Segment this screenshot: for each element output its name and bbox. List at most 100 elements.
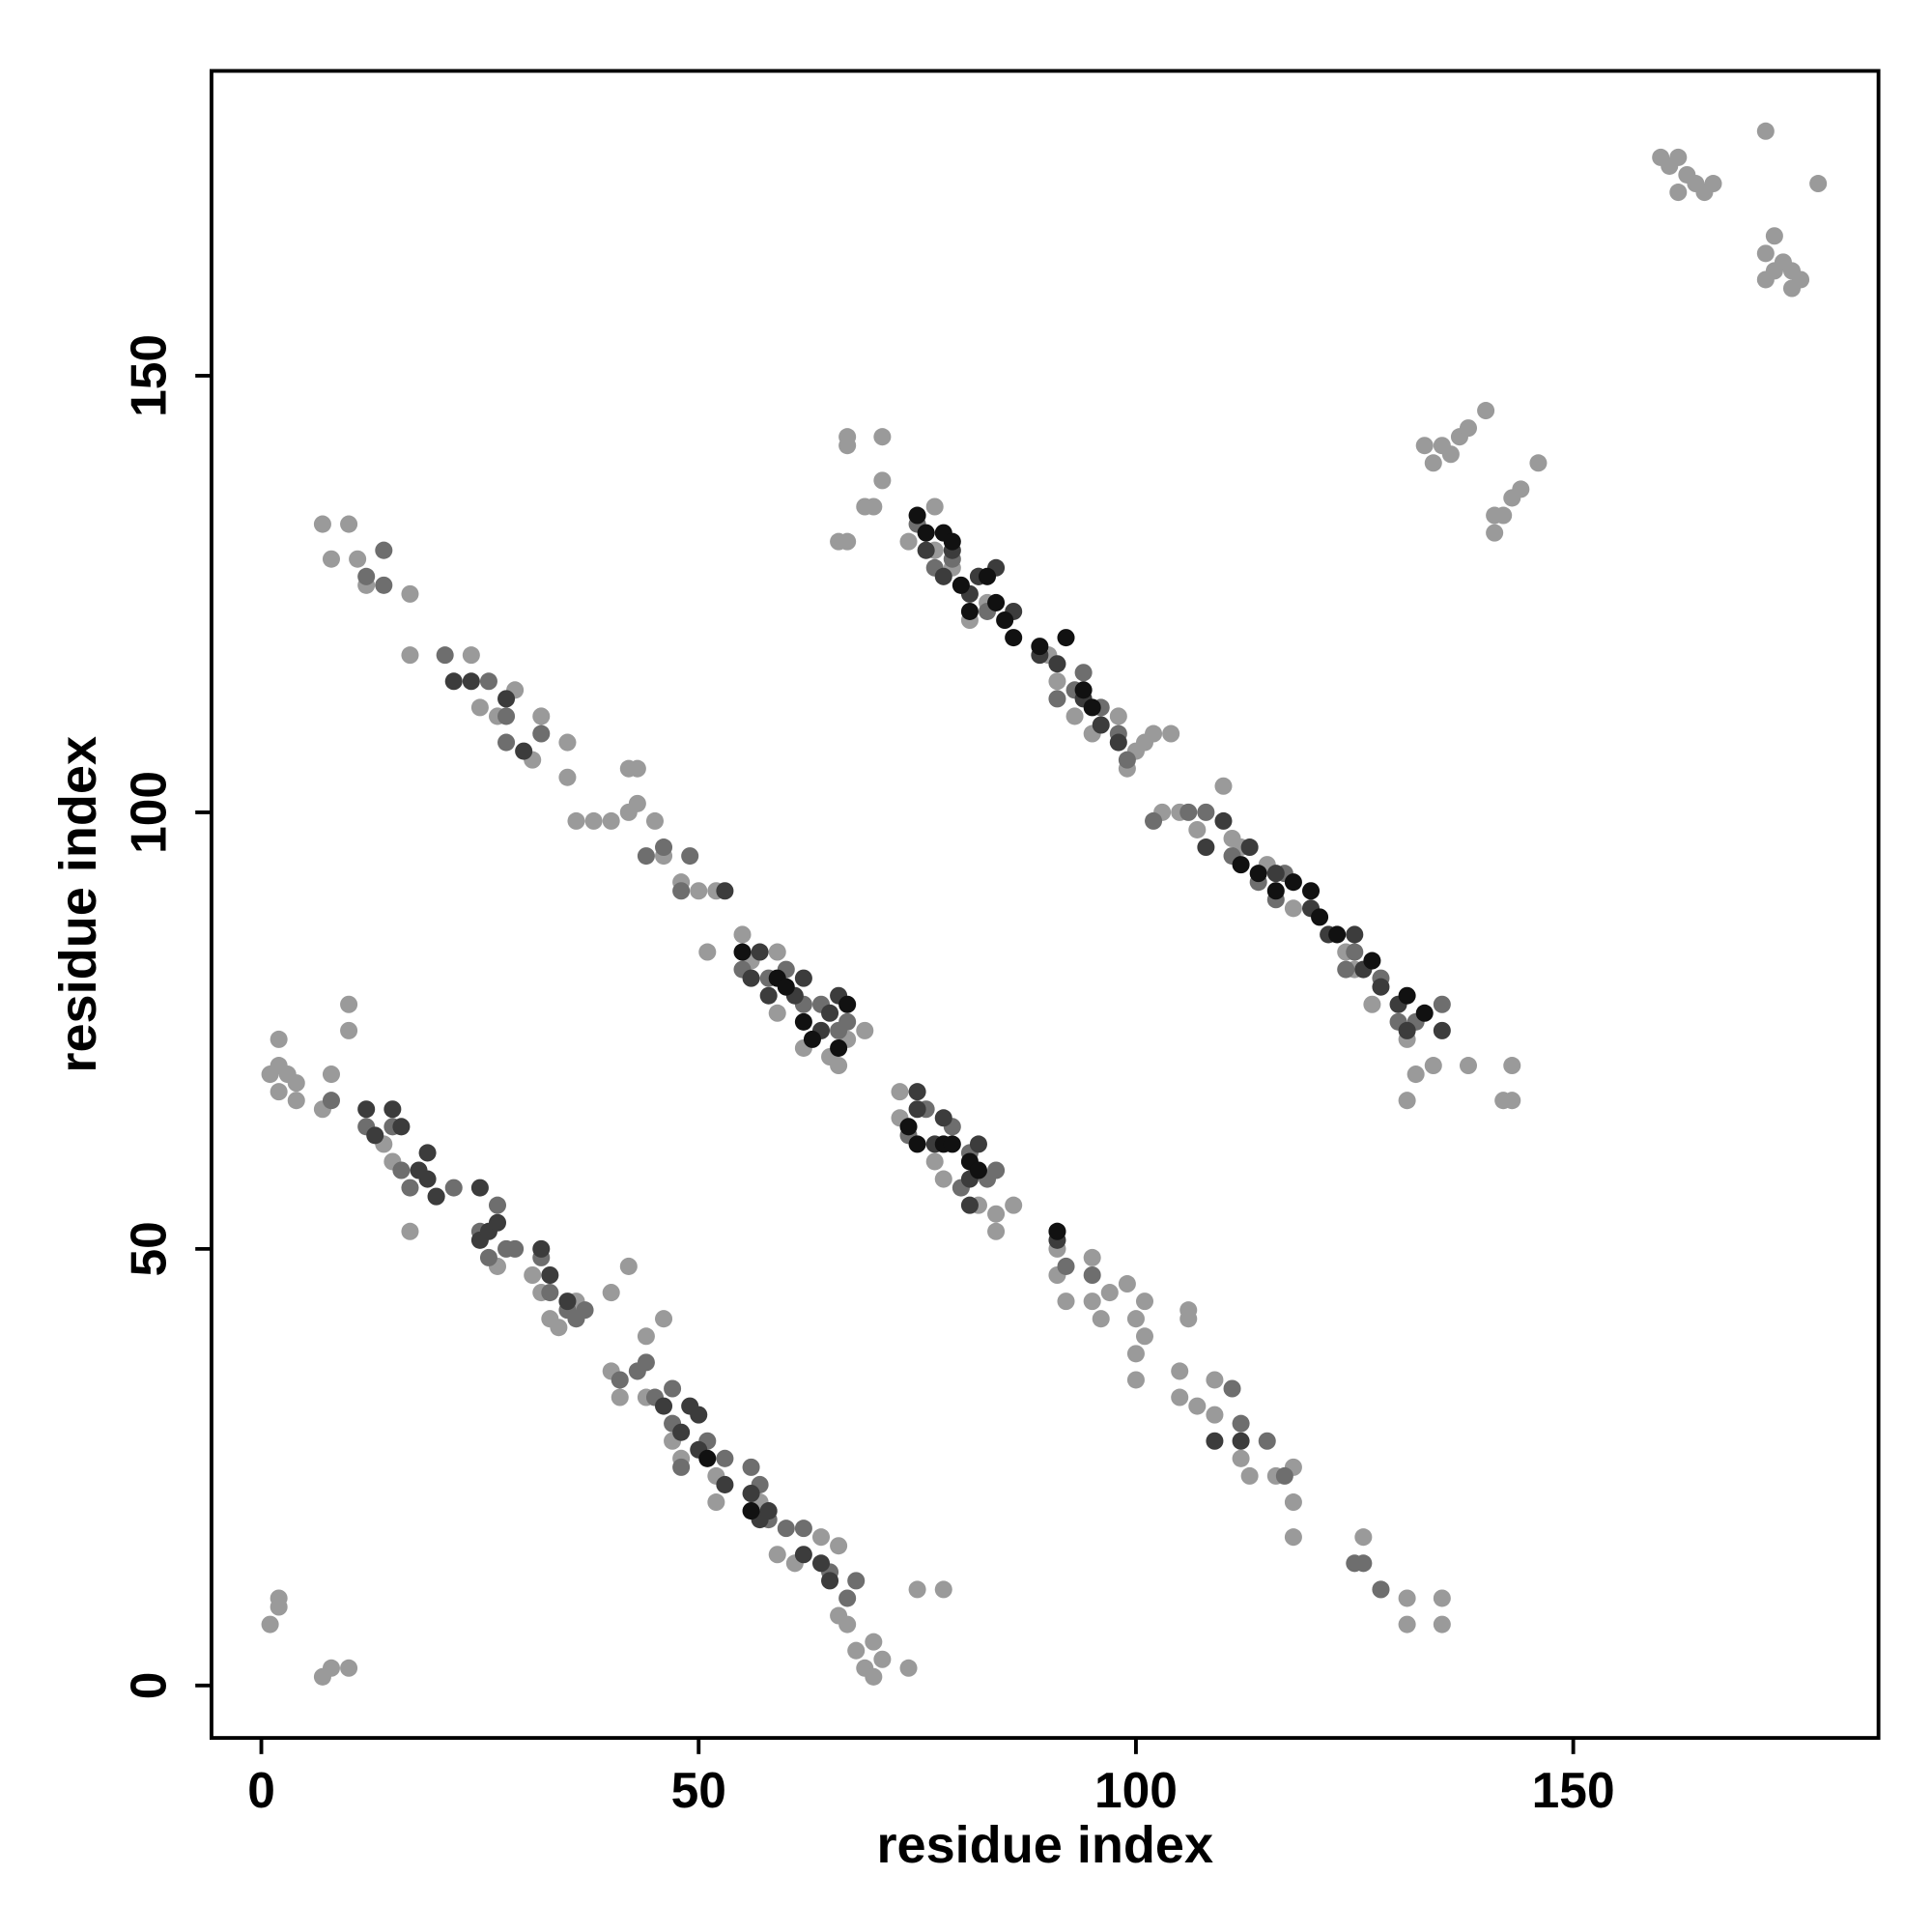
point [1372,978,1390,996]
point [899,1659,918,1677]
x-tick-label: 100 [1094,1762,1178,1818]
point [794,1520,812,1538]
point [1135,1327,1154,1346]
point [357,1100,376,1119]
point [987,593,1006,611]
point [340,1659,358,1677]
point [444,1179,463,1197]
point [1092,1310,1110,1328]
point [742,1484,760,1502]
point [401,646,419,665]
point [375,576,393,594]
point [611,1388,629,1406]
point [821,1004,839,1022]
point [865,497,883,516]
point [444,672,463,691]
x-tick-label: 150 [1532,1762,1615,1818]
point [865,1633,883,1651]
point [1765,227,1783,245]
point [768,1546,786,1564]
point [1512,480,1530,498]
point [1346,925,1364,944]
point [960,1196,979,1214]
y-tick-label: 150 [120,334,176,417]
point [1433,1021,1451,1039]
point [987,1222,1006,1240]
point [794,1012,812,1031]
point [716,1475,734,1493]
point [470,698,489,717]
point [1083,1293,1101,1311]
point [1765,262,1783,280]
point [1398,1092,1416,1110]
point [462,672,480,691]
point [1223,1379,1241,1398]
x-tick-label: 0 [247,1762,275,1818]
point [401,1222,419,1240]
point [1494,506,1513,525]
point [716,1449,734,1467]
point [261,1615,279,1634]
point [1240,838,1259,857]
point [1197,803,1215,821]
y-axis-label: residue index [49,736,107,1073]
point [891,1083,909,1101]
point [803,1030,821,1048]
point [1415,1004,1434,1022]
point [1031,638,1049,656]
point [1083,1248,1101,1266]
point [1214,811,1233,830]
point [541,1284,559,1302]
point [672,882,691,900]
point [506,1239,525,1258]
point [1232,1449,1250,1467]
point [532,707,551,725]
point [541,1265,559,1285]
point [873,1650,892,1668]
point [357,567,376,585]
point [479,672,497,691]
point [322,1065,340,1084]
point [628,794,646,812]
point [830,1038,848,1057]
point [1065,707,1084,725]
point [1311,908,1329,926]
point [558,768,577,786]
point [969,1135,987,1153]
point [925,1152,944,1171]
point [934,567,952,585]
point [1459,419,1478,438]
point [1337,960,1355,979]
point [619,1257,638,1275]
point [1083,698,1101,717]
point [1057,629,1075,647]
point [655,1397,673,1415]
point [645,811,664,830]
point [952,576,970,594]
point [1048,1222,1066,1240]
point [1529,454,1548,472]
point [987,1205,1006,1223]
point [322,1092,340,1110]
point [899,1118,918,1136]
point [340,995,358,1013]
point [1206,1432,1224,1450]
point [969,1161,987,1179]
point [672,1458,691,1476]
point [270,1589,288,1607]
point [1503,1092,1521,1110]
point [1179,1310,1198,1328]
point [1346,943,1364,961]
point [1074,664,1093,682]
point [1398,1021,1416,1039]
point [716,882,734,900]
point [733,925,752,944]
point [794,1546,812,1564]
point [488,1213,507,1232]
point [602,1284,620,1302]
point [602,811,620,830]
point [873,471,892,490]
point [777,1520,795,1538]
